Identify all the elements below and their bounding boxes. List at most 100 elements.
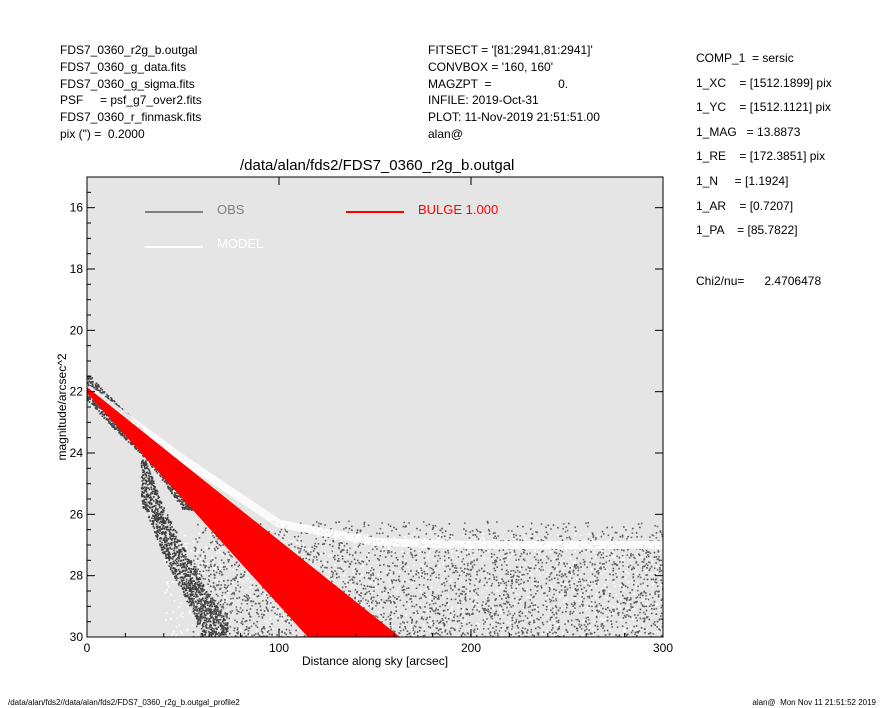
model-point bbox=[519, 600, 521, 602]
obs-point bbox=[269, 625, 271, 628]
model-point bbox=[452, 637, 454, 639]
obs-point bbox=[219, 642, 221, 644]
model-point bbox=[499, 609, 501, 611]
model-point bbox=[573, 597, 576, 600]
model-point bbox=[265, 620, 268, 623]
model-point bbox=[615, 571, 618, 574]
obs-point bbox=[217, 608, 219, 611]
model-point bbox=[360, 565, 363, 568]
obs-point bbox=[288, 629, 291, 632]
model-point bbox=[554, 614, 557, 616]
model-point bbox=[328, 578, 331, 581]
model-point bbox=[194, 559, 196, 562]
obs-point bbox=[156, 489, 158, 492]
model-point bbox=[415, 555, 418, 558]
obs-point bbox=[336, 560, 339, 562]
model-point bbox=[255, 630, 258, 633]
model-point bbox=[428, 589, 431, 592]
model-point bbox=[442, 638, 444, 640]
model-point bbox=[200, 620, 203, 623]
obs-point bbox=[156, 512, 159, 515]
obs-point bbox=[194, 593, 197, 596]
obs-point bbox=[166, 548, 168, 551]
obs-point bbox=[150, 465, 153, 468]
obs-point bbox=[97, 389, 100, 392]
model-point bbox=[547, 587, 550, 590]
obs-point bbox=[190, 563, 193, 566]
obs-point bbox=[457, 638, 459, 640]
model-point bbox=[504, 643, 506, 645]
model-point bbox=[583, 539, 586, 542]
obs-point bbox=[577, 569, 580, 572]
model-point bbox=[390, 582, 392, 585]
param-line: 1_RE = [172.3851] pix bbox=[696, 149, 826, 164]
obs-point bbox=[446, 640, 448, 642]
obs-point bbox=[152, 523, 155, 526]
obs-point bbox=[443, 609, 446, 612]
model-point bbox=[371, 570, 374, 573]
obs-point bbox=[110, 423, 112, 425]
model-point bbox=[649, 607, 651, 610]
model-point bbox=[478, 550, 481, 552]
obs-point bbox=[189, 595, 192, 597]
model-point bbox=[382, 617, 385, 620]
obs-point bbox=[191, 580, 194, 583]
obs-point bbox=[171, 492, 173, 495]
obs-point bbox=[200, 588, 203, 591]
obs-point bbox=[451, 534, 454, 536]
obs-point bbox=[155, 514, 158, 516]
obs-point bbox=[149, 494, 151, 496]
model-point bbox=[539, 643, 541, 645]
obs-point bbox=[162, 521, 164, 524]
obs-point bbox=[660, 579, 662, 582]
obs-point bbox=[111, 420, 113, 423]
obs-point bbox=[167, 548, 169, 551]
obs-point bbox=[175, 576, 178, 579]
model-point bbox=[642, 625, 644, 627]
obs-point bbox=[152, 525, 155, 528]
obs-point bbox=[197, 601, 200, 604]
obs-point bbox=[205, 618, 208, 620]
obs-point bbox=[220, 645, 222, 647]
model-point bbox=[628, 549, 630, 552]
model-point bbox=[341, 553, 344, 556]
model-point bbox=[377, 611, 380, 614]
model-point bbox=[440, 625, 443, 628]
obs-point bbox=[222, 659, 224, 661]
obs-point bbox=[181, 581, 184, 583]
obs-point bbox=[172, 573, 175, 575]
obs-point bbox=[182, 569, 184, 572]
model-point bbox=[368, 597, 371, 600]
model-point bbox=[401, 550, 404, 553]
model-point bbox=[165, 611, 168, 614]
model-point bbox=[227, 554, 230, 557]
model-point bbox=[217, 617, 220, 620]
model-point bbox=[463, 619, 466, 622]
model-point bbox=[319, 560, 321, 563]
model-point bbox=[506, 630, 508, 633]
model-point bbox=[333, 539, 336, 542]
obs-point bbox=[657, 551, 660, 553]
obs-point bbox=[208, 601, 211, 603]
model-point bbox=[425, 568, 428, 570]
obs-point bbox=[174, 559, 177, 562]
model-point bbox=[174, 640, 176, 642]
obs-point bbox=[200, 599, 203, 602]
model-point bbox=[167, 641, 169, 643]
obs-point bbox=[148, 488, 151, 491]
obs-point bbox=[182, 506, 185, 509]
obs-point bbox=[100, 411, 103, 413]
obs-point bbox=[146, 505, 148, 507]
obs-point bbox=[95, 382, 98, 385]
obs-point bbox=[524, 635, 526, 637]
model-point bbox=[478, 536, 481, 539]
model-point bbox=[314, 561, 316, 564]
model-point bbox=[291, 632, 294, 634]
model-point bbox=[169, 535, 172, 538]
obs-point bbox=[612, 579, 614, 581]
obs-point bbox=[155, 501, 157, 503]
obs-point bbox=[586, 595, 589, 598]
model-point bbox=[574, 550, 576, 553]
obs-point bbox=[613, 610, 615, 612]
obs-point bbox=[182, 590, 185, 593]
